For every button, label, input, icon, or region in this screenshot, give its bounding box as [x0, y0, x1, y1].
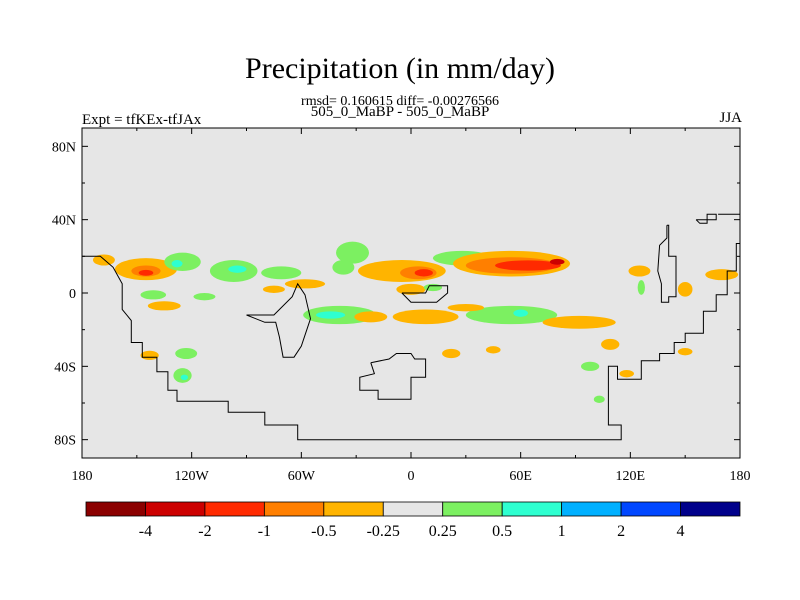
- colorbar-swatch: [323, 501, 384, 517]
- anomaly-region: [284, 279, 326, 289]
- anomaly-region: [175, 348, 198, 359]
- anomaly-region: [354, 311, 388, 323]
- colorbar-swatch: [442, 501, 503, 517]
- x-tick-label: 180: [72, 469, 93, 484]
- anomaly-region: [414, 269, 433, 277]
- axis-ticks: 180 120W 60W 0 60E 120E 180 80N 40N 0 40S 80S: [52, 128, 751, 484]
- colorbar-swatch: [561, 501, 622, 517]
- colorbar-label: -0.5: [311, 523, 336, 540]
- colorbar-label: 0.25: [429, 523, 457, 540]
- y-tick-label: 40S: [54, 360, 76, 375]
- anomaly-region: [677, 282, 693, 297]
- anomaly-region: [261, 266, 302, 280]
- anomaly-region: [465, 305, 558, 325]
- anomaly-region: [542, 315, 616, 329]
- y-tick-label: 40N: [52, 214, 76, 229]
- anomaly-region: [140, 350, 159, 360]
- subtitle-center: 505_0_MaBP - 505_0_MaBP: [310, 104, 490, 120]
- x-tick-label: 120E: [616, 469, 646, 484]
- anomaly-region: [601, 338, 620, 350]
- anomaly-region: [447, 304, 485, 312]
- anomaly-region: [180, 374, 189, 381]
- anomaly-fields: [92, 241, 739, 404]
- anomaly-region: [628, 265, 651, 277]
- anomaly-region: [396, 283, 426, 295]
- colorbar-label: 1: [558, 523, 566, 540]
- stats-line: rmsd= 0.160615 diff= -0.00276566: [301, 94, 499, 109]
- coastline: [82, 243, 740, 441]
- x-tick-label: 120W: [175, 469, 210, 484]
- colorbar-label: -2: [198, 523, 211, 540]
- x-tick-label: 180: [730, 469, 751, 484]
- colorbar-swatch: [204, 501, 265, 517]
- y-tick-label: 80S: [54, 434, 76, 449]
- colorbar-swatch: [680, 501, 741, 517]
- colorbar-swatch: [620, 501, 681, 517]
- y-tick-label: 80N: [52, 140, 76, 155]
- colorbar-label: 2: [617, 523, 625, 540]
- x-tick-label: 0: [408, 469, 415, 484]
- anomaly-region: [495, 260, 561, 271]
- colorbar-swatch: [382, 501, 444, 517]
- map-title: Precipitation (in mm/day): [245, 52, 555, 85]
- colorbar-label: -1: [258, 523, 271, 540]
- colorbar-label: 0.5: [492, 523, 512, 540]
- anomaly-region: [593, 395, 605, 404]
- coastline: [657, 224, 677, 303]
- anomaly-region: [262, 285, 285, 294]
- anomaly-region: [580, 361, 600, 371]
- anomaly-region: [392, 309, 459, 325]
- anomaly-region: [140, 290, 167, 300]
- anomaly-region: [315, 311, 346, 319]
- anomaly-region: [549, 258, 565, 265]
- coastline: [401, 285, 449, 303]
- anomaly-region: [619, 370, 634, 378]
- subtitle-right: JJA: [719, 110, 742, 126]
- anomaly-region: [164, 252, 201, 271]
- anomaly-region: [442, 348, 461, 359]
- coastline: [359, 353, 427, 400]
- anomaly-region: [485, 346, 501, 354]
- colorbar-swatch: [85, 501, 146, 517]
- coastline: [695, 213, 717, 224]
- anomaly-region: [332, 260, 355, 275]
- anomaly-region: [705, 269, 739, 281]
- colorbar: -4 -2 -1 -0.5 -0.25 0.25 0.5 1 2 4: [85, 501, 741, 540]
- anomaly-region: [513, 309, 528, 317]
- coastline: [246, 282, 312, 358]
- coastlines: [82, 213, 740, 441]
- anomaly-region: [677, 348, 693, 356]
- anomaly-region: [147, 301, 181, 311]
- y-tick-label: 0: [69, 287, 76, 302]
- colorbar-label: -4: [139, 523, 152, 540]
- anomaly-region: [171, 260, 183, 268]
- x-tick-label: 60W: [288, 469, 316, 484]
- anomaly-region: [193, 293, 216, 301]
- x-tick-label: 60E: [509, 469, 532, 484]
- colorbar-label: -0.25: [367, 523, 400, 540]
- colorbar-label: 4: [677, 523, 685, 540]
- anomaly-region: [228, 265, 247, 273]
- anomaly-region: [138, 269, 154, 276]
- anomaly-region: [336, 241, 369, 264]
- anomaly-region: [637, 280, 645, 295]
- colorbar-swatch: [501, 501, 563, 517]
- colorbar-swatch: [145, 501, 206, 517]
- subtitle-left: Expt = tfKEx-tfJAx: [82, 112, 202, 128]
- colorbar-swatch: [263, 501, 325, 517]
